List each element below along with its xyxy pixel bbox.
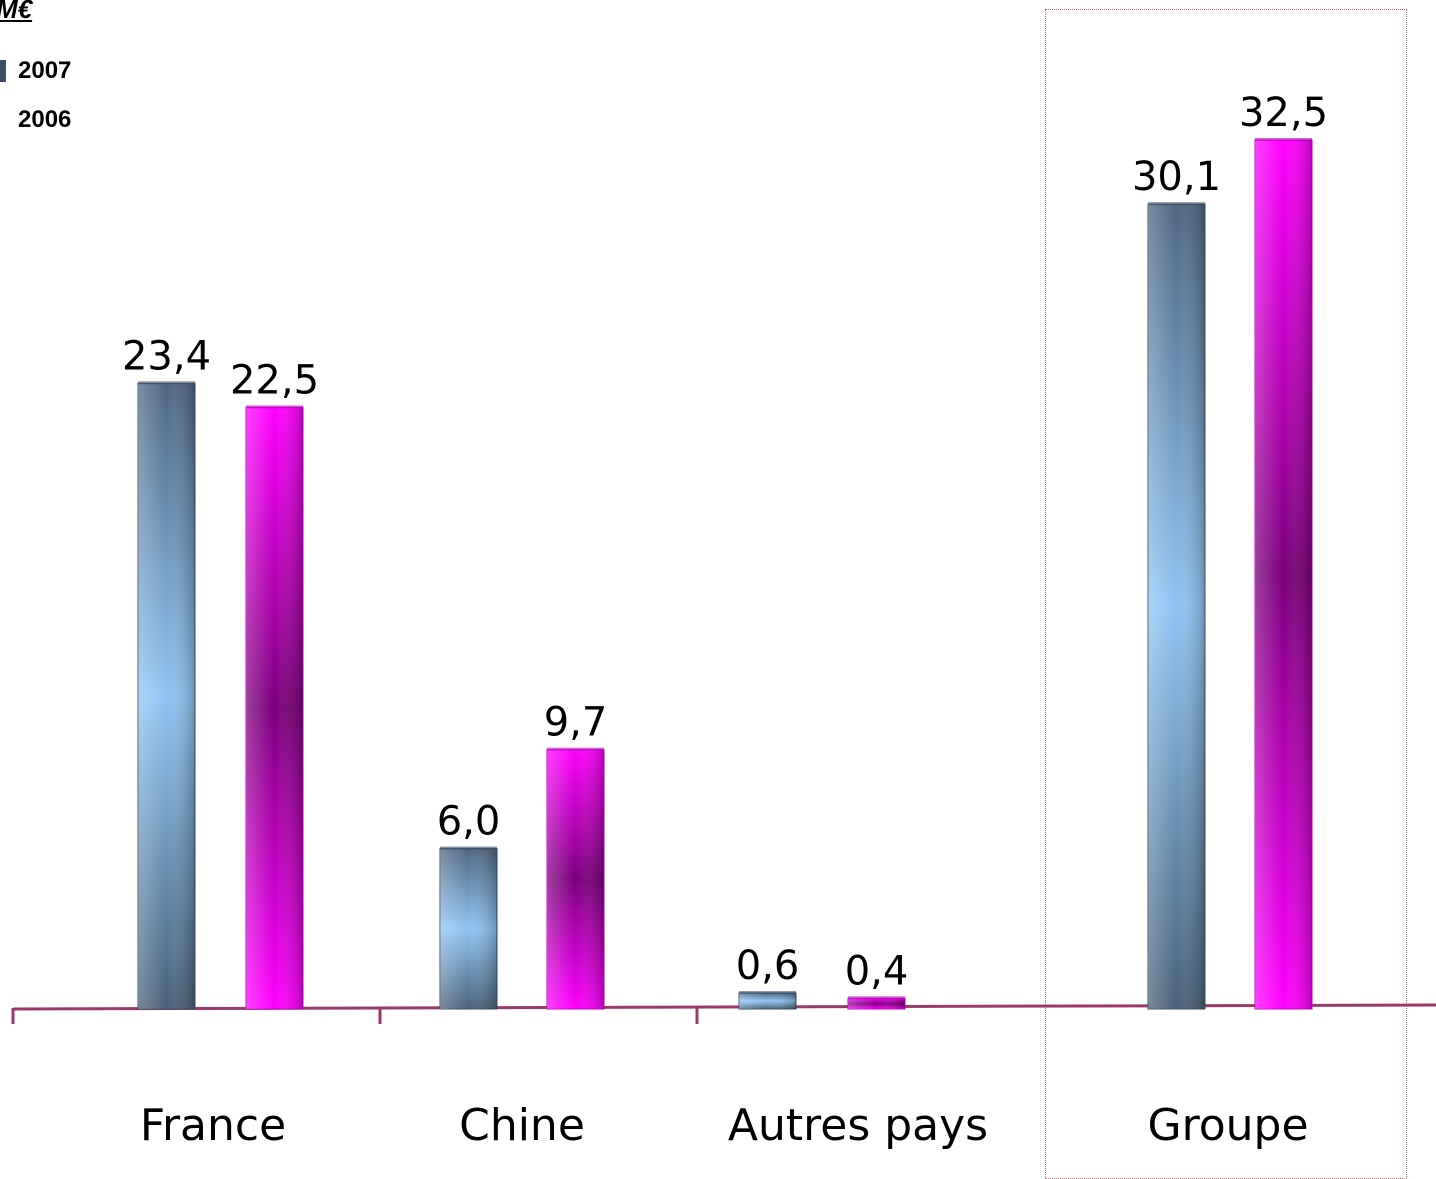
bar-shading <box>848 998 905 1009</box>
legend-label-2007: 2007 <box>18 57 72 84</box>
bar-top-cap <box>1148 202 1205 206</box>
bar-top-cap <box>848 996 905 1000</box>
data-label: 0,6 <box>736 943 800 989</box>
category-label: France <box>140 1100 286 1151</box>
data-label: 30,1 <box>1132 154 1221 200</box>
bar-top-cap <box>138 381 195 385</box>
bar-shading <box>246 407 303 1009</box>
data-label: 23,4 <box>122 333 211 379</box>
bar-shading <box>1148 204 1205 1009</box>
data-label: 32,5 <box>1239 90 1328 136</box>
unit-label: M€ <box>0 0 33 24</box>
category-label: Autres pays <box>728 1100 988 1151</box>
bar-shading <box>1255 140 1312 1009</box>
bar-top-cap <box>547 747 604 751</box>
category-label: Chine <box>459 1100 585 1151</box>
bar-shading <box>547 749 604 1009</box>
data-label: 0,4 <box>845 948 909 994</box>
bar-top-cap <box>1255 138 1312 141</box>
x-axis-line <box>12 1003 1436 1011</box>
bar-top-cap <box>246 405 303 409</box>
bar-top-cap <box>440 846 497 850</box>
legend-label-2006: 2006 <box>18 106 72 133</box>
bar-shading <box>739 992 796 1009</box>
category-label: Groupe <box>1147 1100 1308 1151</box>
bar-shading <box>138 383 195 1009</box>
data-label: 22,5 <box>230 357 319 403</box>
bar-shading <box>440 848 497 1009</box>
legend-swatch-2007 <box>0 60 6 82</box>
bar-top-cap <box>739 990 796 994</box>
data-label: 6,0 <box>437 799 501 845</box>
data-label: 9,7 <box>544 700 608 746</box>
